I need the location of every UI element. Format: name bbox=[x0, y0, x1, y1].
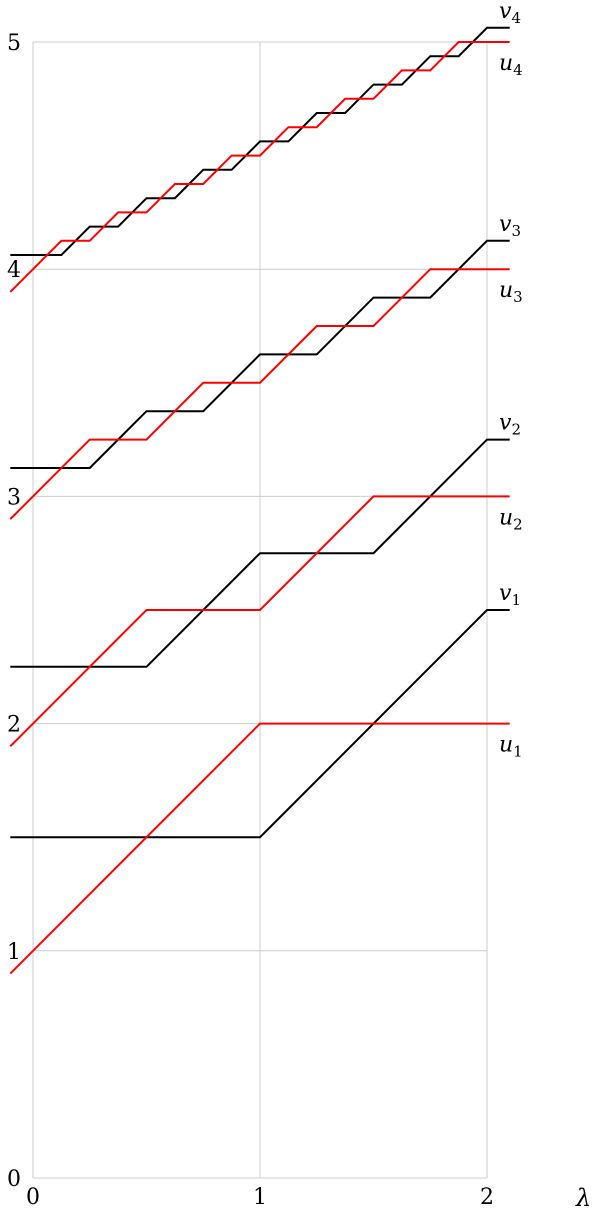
series-label-v2: v2 bbox=[499, 411, 521, 439]
series-label-u2: u2 bbox=[499, 505, 523, 533]
series-u2-line bbox=[9, 495, 510, 748]
series-label-v1: v1 bbox=[499, 581, 521, 609]
grid: 0 1 2 3 4 5 0 1 2 bbox=[7, 31, 494, 1210]
series-u3-line bbox=[9, 268, 510, 520]
y-tick-label: 3 bbox=[7, 485, 21, 510]
x-tick-label: 2 bbox=[480, 1185, 494, 1210]
y-tick-label: 2 bbox=[7, 713, 21, 738]
y-tick-label: 0 bbox=[7, 1167, 21, 1192]
series-label-v4: v4 bbox=[499, 0, 521, 27]
x-axis-label: λ bbox=[575, 1184, 591, 1212]
y-tick-label: 5 bbox=[7, 31, 21, 56]
series-label-u1: u1 bbox=[499, 733, 523, 761]
series-layer bbox=[9, 26, 510, 975]
series-u4-line bbox=[9, 41, 510, 293]
y-tick-label: 4 bbox=[7, 258, 21, 283]
x-tick-label: 1 bbox=[253, 1185, 267, 1210]
labels-layer: v1 u1 v2 u2 v3 u3 v4 u4 bbox=[499, 0, 523, 761]
series-u1-line bbox=[9, 722, 510, 975]
x-tick-label: 0 bbox=[26, 1185, 40, 1210]
series-label-u4: u4 bbox=[499, 51, 523, 79]
series-label-v3: v3 bbox=[499, 212, 521, 240]
series-label-u3: u3 bbox=[499, 278, 523, 306]
y-tick-label: 1 bbox=[7, 940, 21, 965]
